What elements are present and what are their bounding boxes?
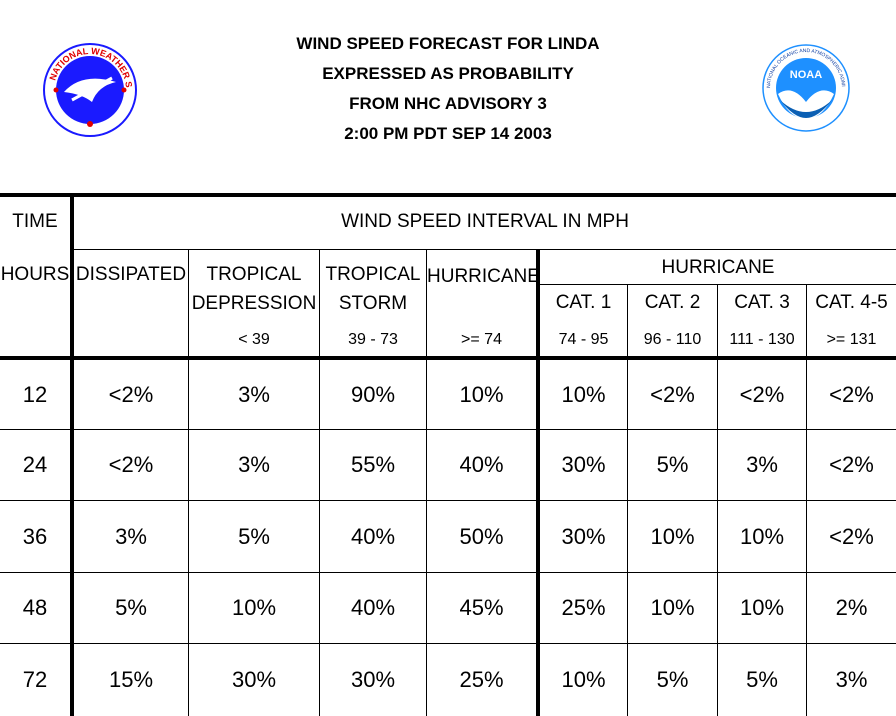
col-divider-2 <box>319 250 320 716</box>
cat1-range: 74 - 95 <box>558 331 609 348</box>
hurricane-group-border <box>536 250 540 716</box>
header-divider <box>73 249 896 250</box>
dissipated-header: DISSIPATED <box>75 264 187 285</box>
hours-header: HOURS <box>0 264 70 285</box>
probability-cell: 40% <box>350 523 396 549</box>
hurricane-group-divider <box>538 284 896 285</box>
interval-header: WIND SPEED INTERVAL IN MPH <box>341 211 629 232</box>
row-divider-2 <box>0 500 896 501</box>
probability-cell: 10% <box>739 595 785 620</box>
cat3-range: 111 - 130 <box>729 331 795 348</box>
ts-range: 39 - 73 <box>348 331 398 348</box>
hurricane-range: >= 74 <box>461 331 502 348</box>
probability-cell: 3% <box>238 381 270 407</box>
title-line-3: FROM NHC ADVISORY 3 <box>349 94 547 113</box>
probability-cell: 30% <box>561 523 606 549</box>
row-divider-3 <box>0 572 896 573</box>
probability-cell: 40% <box>350 595 396 620</box>
probability-cell: 10% <box>561 381 606 407</box>
col-divider-5 <box>627 285 628 716</box>
probability-cell: <2% <box>650 381 695 407</box>
ts-header-line1: TROPICAL <box>325 264 421 285</box>
probability-cell: <2% <box>829 523 874 549</box>
cat2-header: CAT. 2 <box>644 292 701 313</box>
probability-cell: 5% <box>746 667 778 692</box>
probability-cell: 10% <box>650 595 695 620</box>
probability-cell: 50% <box>459 523 504 549</box>
probability-cell: 10% <box>739 523 785 549</box>
probability-cell: <2% <box>829 452 874 477</box>
cat2-range: 96 - 110 <box>643 331 702 348</box>
probability-cell: 2% <box>835 595 868 620</box>
hours-cell: 36 <box>22 523 48 549</box>
probability-cell: 3% <box>115 523 147 549</box>
probability-cell: <2% <box>739 381 785 407</box>
probability-cell: 5% <box>656 667 689 692</box>
probability-cell: 10% <box>650 523 695 549</box>
probability-cell: 90% <box>350 381 396 407</box>
ts-header-line2: STORM <box>338 293 408 314</box>
noaa-badge-text: NOAA <box>790 69 822 81</box>
hours-cell: 72 <box>22 667 48 692</box>
title-line-1: WIND SPEED FORECAST FOR LINDA <box>296 34 600 53</box>
title-line-2: EXPRESSED AS PROBABILITY <box>322 64 574 83</box>
td-range: < 39 <box>238 331 270 348</box>
hurricane-group-header: HURRICANE <box>661 257 775 278</box>
probability-cell: 3% <box>746 452 778 477</box>
nws-logo: NATIONAL WEATHER SERVICE <box>42 42 137 137</box>
time-column-border <box>70 193 74 716</box>
cat45-range: >= 131 <box>826 331 877 348</box>
probability-cell: 55% <box>350 452 396 477</box>
probability-cell: 40% <box>459 452 504 477</box>
cat45-header: CAT. 4-5 <box>815 292 888 313</box>
noaa-logo: NOAA NATIONAL OCEANIC AND ATMOSPHERIC AD… <box>762 44 850 132</box>
probability-cell: 5% <box>115 595 147 620</box>
hurricane-header: HURRICANE <box>427 266 540 287</box>
col-divider-1 <box>188 250 189 716</box>
probability-cell: 10% <box>231 595 277 620</box>
probability-cell: 15% <box>108 667 154 692</box>
hours-cell: 48 <box>22 595 48 620</box>
probability-cell: 25% <box>459 667 504 692</box>
probability-cell: 5% <box>656 452 689 477</box>
cat1-header: CAT. 1 <box>555 292 612 313</box>
header-bottom-border <box>0 356 896 360</box>
col-divider-3 <box>426 250 427 716</box>
probability-cell: <2% <box>108 452 154 477</box>
cat3-header: CAT. 3 <box>734 292 790 313</box>
probability-cell: 45% <box>459 595 504 620</box>
probability-cell: 30% <box>561 452 606 477</box>
td-header-line1: TROPICAL <box>206 264 302 285</box>
hours-cell: 12 <box>22 381 48 407</box>
probability-cell: 30% <box>231 667 277 692</box>
probability-cell: 3% <box>835 667 868 692</box>
row-divider-1 <box>0 429 896 430</box>
col-divider-7 <box>806 285 807 716</box>
probability-cell: 3% <box>238 452 270 477</box>
probability-cell: 30% <box>350 667 396 692</box>
hours-cell: 24 <box>22 452 48 477</box>
probability-cell: <2% <box>108 381 154 407</box>
probability-cell: 25% <box>561 595 606 620</box>
probability-cell: 5% <box>238 523 270 549</box>
table-top-border <box>0 193 896 197</box>
probability-cell: 10% <box>459 381 504 407</box>
title-line-4: 2:00 PM PDT SEP 14 2003 <box>344 124 552 143</box>
row-divider-4 <box>0 643 896 644</box>
td-header-line2: DEPRESSION <box>191 293 317 314</box>
time-header: TIME <box>12 211 58 232</box>
probability-cell: <2% <box>829 381 874 407</box>
probability-cell: 10% <box>561 667 606 692</box>
col-divider-6 <box>717 285 718 716</box>
